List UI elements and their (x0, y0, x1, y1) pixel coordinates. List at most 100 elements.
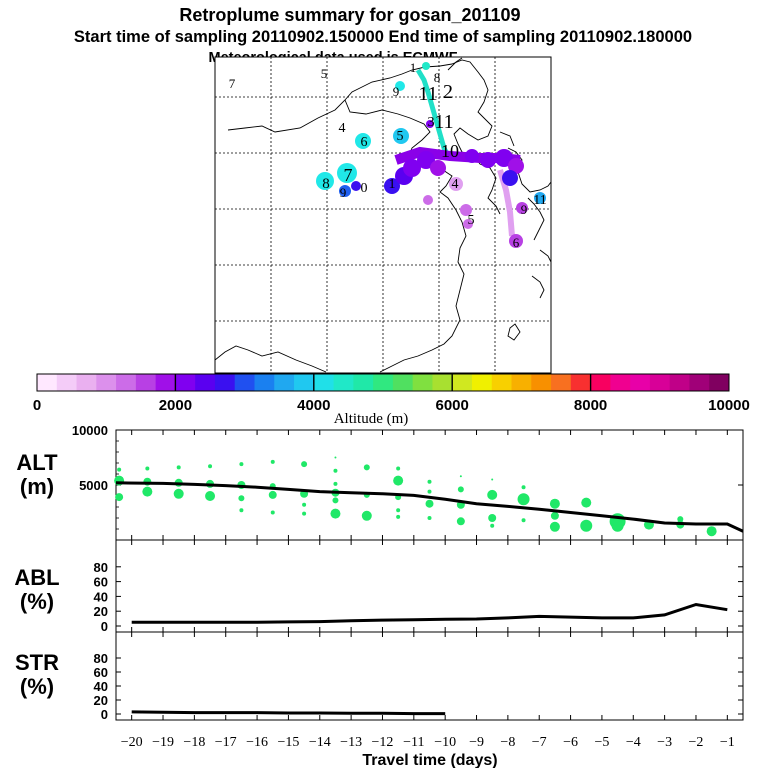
altitude-point (239, 508, 244, 513)
x-tick-label: −20 (121, 735, 143, 750)
colorbar-tick-label: 8000 (574, 397, 607, 414)
plume-dot (502, 170, 518, 186)
x-tick-label: −7 (532, 735, 547, 750)
altitude-point (456, 517, 465, 526)
y-tick-label: 5000 (79, 478, 108, 493)
colorbar-cell (313, 374, 335, 391)
altitude-point (581, 497, 592, 508)
colorbar-cell (135, 374, 157, 391)
map-day-label: 7 (229, 76, 236, 91)
map-day-label: 6 (513, 235, 520, 250)
plume-dot (534, 192, 546, 204)
plume-dot (384, 178, 400, 194)
colorbar-cell (254, 374, 275, 391)
colorbar-cell (570, 374, 592, 391)
plume-dot (423, 195, 433, 205)
altitude-point (517, 493, 530, 506)
plume-dot (465, 149, 479, 163)
map-day-label: 9 (393, 84, 400, 99)
x-tick-label: −15 (277, 735, 299, 750)
map-day-label: 11 (434, 111, 453, 133)
map-day-label: 5 (321, 66, 328, 81)
altitude-point (270, 459, 275, 464)
plume-dot (495, 149, 513, 167)
altitude-point (490, 523, 495, 528)
y-tick-label: 10000 (72, 423, 108, 438)
colorbar-cell (37, 374, 58, 391)
map-day-label: 1 (389, 177, 396, 192)
altitude-point (301, 461, 308, 468)
y-axis-label: ALT (16, 450, 58, 475)
y-axis-label: ABL (14, 565, 59, 590)
map-day-label: 0 (361, 181, 368, 196)
colorbar-cell (175, 374, 196, 391)
x-axis-label: Travel time (days) (362, 752, 497, 768)
colorbar-cell (274, 374, 295, 391)
x-tick-label: −8 (500, 735, 515, 750)
map-day-label: 5 (397, 129, 404, 144)
x-tick-label: −5 (594, 735, 609, 750)
altitude-point (115, 493, 124, 502)
map-day-label: 9 (340, 185, 347, 200)
plume-dot (337, 163, 357, 183)
colorbar-tick-label: 2000 (159, 397, 192, 414)
altitude-point (396, 466, 401, 471)
colorbar-cell (412, 374, 433, 391)
altitude-point (521, 485, 526, 490)
altitude-point (330, 508, 341, 519)
altitude-point (677, 516, 684, 523)
altitude-point (427, 489, 432, 494)
x-axis: −20 −19 −18 −17 −16 −15 −14 −13 −12 −11 −10 −9 −8 −7 −… (121, 735, 735, 768)
colorbar-cell (116, 374, 137, 391)
plume-markers (316, 62, 546, 248)
colorbar-label: Altitude (m) (334, 411, 409, 427)
altitude-point (491, 478, 494, 481)
plume-dot (460, 204, 472, 216)
altitude-point (361, 510, 372, 521)
sampling-times: Start time of sampling 20110902.150000 E… (74, 28, 692, 46)
colorbar-cell (96, 374, 117, 391)
colorbar-cell (392, 374, 414, 391)
colorbar-cell (373, 374, 394, 391)
altitude-point (238, 495, 245, 502)
altitude-point (334, 456, 337, 459)
x-tick-label: −13 (340, 735, 362, 750)
plume-track-cyan (415, 68, 451, 158)
colorbar-cell (669, 374, 690, 391)
x-tick-label: −10 (434, 735, 456, 750)
colorbar-cell (353, 374, 374, 391)
y-tick-label: 0 (101, 619, 108, 634)
plume-dot (351, 181, 361, 191)
y-axis-label: (%) (20, 674, 54, 699)
x-tick-label: −4 (626, 735, 641, 750)
altitude-point (239, 462, 244, 467)
colorbar-cell (452, 374, 473, 391)
map-day-label: 11 (418, 83, 437, 105)
altitude-point (393, 475, 404, 486)
plume-dot (393, 128, 409, 144)
abl-line (131, 602, 728, 624)
colorbar-cell (649, 374, 671, 391)
altitude-point (611, 519, 624, 532)
x-tick-label: −9 (469, 735, 484, 750)
colorbar-tick-label: 10000 (708, 397, 750, 414)
plume-dot (426, 120, 434, 128)
panel-alt: 10000 5000 ALT(m) (16, 423, 744, 541)
str-line (131, 710, 446, 716)
colorbar-cell (471, 374, 493, 391)
plume-dot (508, 158, 524, 174)
plume-dot (430, 160, 446, 176)
altitude-point (427, 516, 432, 520)
map-day-label: 7 (344, 165, 353, 185)
map-day-label: 4 (339, 121, 346, 136)
y-tick-label: 20 (94, 604, 108, 619)
altitude-point (302, 511, 307, 516)
altitude-point (487, 489, 498, 500)
x-tick-label: −6 (563, 735, 578, 750)
map-day-label: 11 (533, 193, 546, 208)
map-day-label: 9 (521, 202, 528, 217)
colorbar-tick-label: 0 (33, 397, 41, 414)
